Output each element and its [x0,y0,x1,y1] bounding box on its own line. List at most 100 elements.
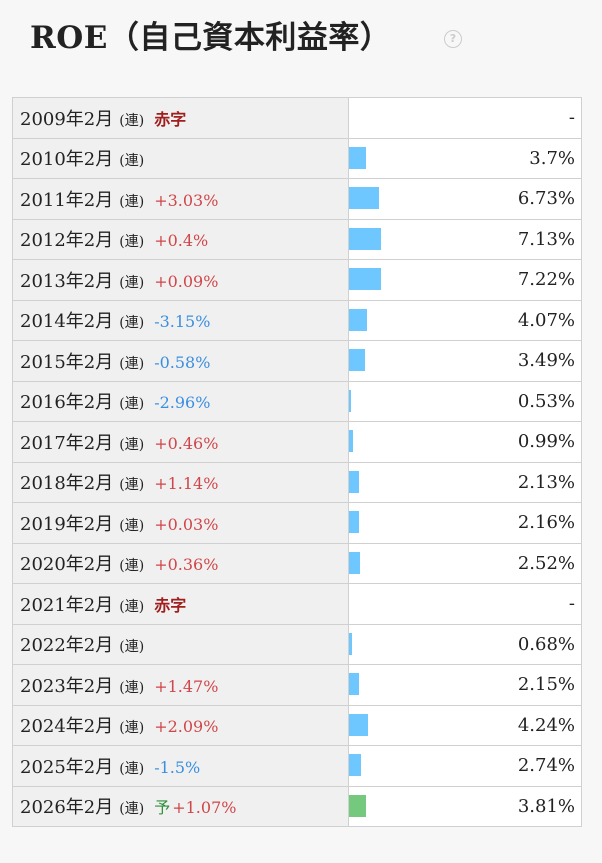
roe-value: - [568,593,575,615]
change-label: +1.14% [154,474,219,494]
table-row: 2012年2月 (連) +0.4% 7.13% [12,218,582,260]
value-cell: 0.53% [348,380,582,422]
forecast-badge: 予 [154,798,171,818]
consolidated-label: (連) [119,274,145,291]
consolidated-label: (連) [119,112,145,129]
roe-value: 2.13% [517,471,575,493]
value-cell: 3.7% [348,137,582,179]
value-cell: 2.74% [348,745,582,787]
roe-value: 0.53% [517,390,575,412]
consolidated-label: (連) [119,720,145,737]
consolidated-label: (連) [119,801,145,818]
roe-value: 3.81% [517,795,575,817]
period-cell: 2025年2月 (連) -1.5% [12,745,349,787]
consolidated-label: (連) [119,193,145,210]
period-cell: 2018年2月 (連) +1.14% [12,461,349,503]
header: ROE（自己資本利益率） ? [0,0,602,97]
value-cell: 6.73% [348,178,582,220]
roe-bar [349,754,362,776]
period-cell: 2012年2月 (連) +0.4% [12,218,349,260]
table-row: 2025年2月 (連) -1.5% 2.74% [12,745,582,787]
value-cell: - [348,583,582,625]
roe-value: 3.7% [529,147,575,169]
roe-value: 7.22% [517,269,575,291]
table-row: 2018年2月 (連) +1.14% 2.13% [12,461,582,503]
roe-table: 2009年2月 (連) 赤字 - 2010年2月 (連) 3.7% 2011年2月 (連) +3.… [12,97,582,827]
roe-bar [349,551,361,574]
change-label: -3.15% [154,312,211,332]
table-row: 2016年2月 (連) -2.96% 0.53% [12,380,582,422]
roe-bar [349,268,382,290]
roe-value: 4.24% [517,714,575,736]
period-cell: 2014年2月 (連) -3.15% [12,299,349,341]
value-cell: 2.52% [348,542,582,584]
deficit-label: 赤字 [154,109,187,129]
period-cell: 2009年2月 (連) 赤字 [12,97,349,139]
deficit-label: 赤字 [154,595,187,615]
period-label: 2019年2月 [20,513,114,535]
roe-value: 2.74% [517,755,575,777]
period-label: 2018年2月 [20,473,114,495]
table-row: 2011年2月 (連) +3.03% 6.73% [12,178,582,220]
period-label: 2025年2月 [20,756,114,778]
consolidated-label: (連) [119,436,145,453]
consolidated-label: (連) [119,153,145,170]
roe-bar [349,673,359,695]
change-label: +1.07% [172,798,237,818]
value-cell: 0.99% [348,421,582,463]
consolidated-label: (連) [119,639,145,656]
roe-value: - [568,107,575,129]
change-label: +0.36% [154,555,219,575]
period-cell: 2020年2月 (連) +0.36% [12,542,349,584]
period-label: 2021年2月 [20,594,114,616]
value-cell: 3.49% [348,340,582,382]
roe-value: 2.15% [517,674,575,696]
period-cell: 2011年2月 (連) +3.03% [12,178,349,220]
roe-bar [349,389,352,412]
roe-bar [349,227,382,250]
value-cell: 4.24% [348,704,582,746]
change-label: +0.4% [154,231,209,251]
table-row: 2023年2月 (連) +1.47% 2.15% [12,664,582,706]
period-label: 2015年2月 [20,351,114,373]
question-circle-icon[interactable]: ? [444,30,462,48]
roe-bar [349,632,353,655]
consolidated-label: (連) [119,355,145,372]
consolidated-label: (連) [119,679,145,696]
change-label: +0.46% [154,433,219,453]
roe-bar [349,349,365,371]
consolidated-label: (連) [119,315,145,332]
value-cell: 2.13% [348,461,582,503]
consolidated-label: (連) [119,598,145,615]
table-row: 2014年2月 (連) -3.15% 4.07% [12,299,582,341]
period-label: 2010年2月 [20,149,114,171]
value-cell: 0.68% [348,623,582,665]
value-cell: 2.15% [348,664,582,706]
consolidated-label: (連) [119,396,145,413]
value-cell: 3.81% [348,785,582,827]
change-label: +1.47% [154,676,219,696]
table-row: 2020年2月 (連) +0.36% 2.52% [12,542,582,584]
roe-value: 6.73% [517,188,575,210]
period-cell: 2019年2月 (連) +0.03% [12,502,349,544]
table-row: 2019年2月 (連) +0.03% 2.16% [12,502,582,544]
roe-value: 2.16% [517,512,575,534]
change-label: +3.03% [154,190,219,210]
change-label: -2.96% [154,393,211,413]
roe-bar [349,146,366,169]
change-label: +2.09% [154,717,219,737]
period-cell: 2022年2月 (連) [12,623,349,665]
table-row: 2021年2月 (連) 赤字 - [12,583,582,625]
change-label: +0.09% [154,271,219,291]
table-row: 2022年2月 (連) 0.68% [12,623,582,665]
period-cell: 2017年2月 (連) +0.46% [12,421,349,463]
roe-bar [349,308,368,331]
value-cell: 2.16% [348,502,582,544]
change-label: -1.5% [154,757,201,777]
roe-value: 4.07% [517,309,575,331]
roe-bar [349,511,359,533]
period-label: 2026年2月 [20,797,114,819]
page-title: ROE（自己資本利益率） [30,20,392,56]
period-label: 2023年2月 [20,675,114,697]
consolidated-label: (連) [119,760,145,777]
